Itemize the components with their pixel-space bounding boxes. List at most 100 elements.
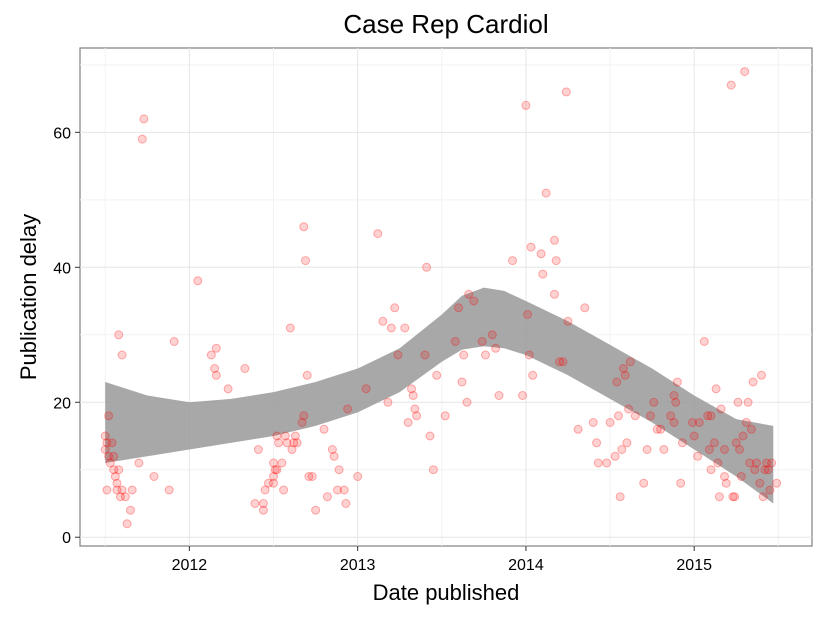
- data-point: [104, 451, 114, 461]
- data-point: [102, 485, 112, 495]
- data-point: [669, 418, 679, 427]
- data-point: [343, 404, 353, 414]
- data-point: [720, 445, 729, 454]
- data-point: [269, 472, 278, 481]
- data-point: [120, 492, 130, 502]
- data-point: [652, 424, 662, 434]
- data-point: [272, 431, 282, 441]
- data-point: [536, 249, 546, 259]
- data-point: [299, 411, 309, 421]
- data-point: [425, 431, 435, 441]
- data-point: [258, 499, 268, 508]
- data-point: [630, 411, 640, 421]
- data-point: [593, 458, 603, 468]
- data-point: [378, 316, 388, 326]
- data-point: [563, 316, 573, 326]
- plot-panel: [79, 47, 813, 547]
- data-point: [550, 235, 559, 245]
- data-point: [733, 397, 743, 407]
- data-point: [307, 472, 317, 481]
- data-point: [277, 458, 287, 468]
- data-point: [134, 458, 144, 468]
- data-point: [750, 465, 760, 475]
- data-point: [716, 404, 726, 414]
- data-point: [541, 188, 551, 198]
- data-point: [711, 384, 721, 394]
- data-point: [462, 397, 472, 407]
- data-point: [420, 350, 430, 360]
- data-point: [264, 478, 273, 488]
- data-point: [282, 438, 292, 448]
- data-point: [353, 472, 363, 481]
- data-point: [760, 465, 770, 475]
- data-point: [757, 370, 766, 380]
- data-point: [588, 418, 598, 427]
- data-point: [149, 472, 159, 481]
- data-point: [523, 310, 533, 319]
- data-point: [240, 364, 250, 373]
- data-point: [114, 330, 124, 340]
- data-point: [454, 303, 464, 313]
- data-point: [481, 350, 490, 360]
- data-point: [526, 242, 536, 252]
- data-point: [428, 465, 438, 475]
- data-point: [561, 87, 571, 97]
- data-point: [109, 465, 119, 475]
- data-point: [412, 411, 422, 421]
- data-point: [741, 418, 751, 427]
- data-point: [602, 458, 612, 468]
- data-point: [713, 458, 723, 468]
- data-point: [115, 492, 125, 502]
- data-point: [211, 343, 221, 353]
- data-point: [676, 478, 686, 488]
- data-point: [422, 262, 432, 272]
- data-point: [110, 472, 120, 481]
- data-point: [642, 445, 652, 454]
- data-point: [743, 397, 753, 407]
- data-point: [672, 377, 682, 387]
- data-point: [538, 269, 548, 279]
- data-point: [605, 418, 615, 427]
- data-point: [528, 370, 538, 380]
- data-point: [193, 276, 203, 286]
- data-points: [100, 67, 782, 529]
- y-tick-label: 60: [53, 125, 71, 142]
- data-point: [322, 492, 332, 502]
- data-point: [334, 465, 344, 475]
- y-axis-title: Publication delay: [16, 214, 41, 380]
- data-point: [292, 438, 302, 448]
- data-point: [107, 438, 117, 448]
- data-point: [287, 445, 297, 454]
- data-point: [666, 411, 676, 421]
- data-point: [762, 458, 772, 468]
- data-point: [491, 343, 501, 353]
- data-point: [709, 438, 719, 448]
- y-tick-label: 0: [62, 530, 71, 547]
- chart-title: Case Rep Cardiol: [343, 9, 548, 39]
- data-point: [329, 451, 339, 461]
- data-point: [745, 458, 755, 468]
- axis-ticks: 2012 2013 2014 2015 0 20 40 60: [53, 125, 712, 574]
- data-point: [656, 424, 666, 434]
- data-point: [304, 472, 314, 481]
- data-point: [669, 391, 679, 400]
- data-point: [736, 472, 746, 481]
- y-tick-label: 20: [53, 395, 71, 412]
- data-point: [694, 418, 704, 427]
- data-point: [223, 384, 233, 394]
- data-point: [614, 411, 623, 421]
- data-point: [720, 472, 729, 481]
- data-point: [518, 391, 528, 400]
- data-point: [341, 499, 351, 508]
- data-point: [765, 485, 775, 495]
- x-axis-title: Date published: [373, 580, 520, 605]
- data-point: [612, 377, 622, 387]
- data-point: [469, 296, 479, 306]
- data-point: [386, 323, 396, 333]
- data-point: [100, 445, 110, 454]
- data-point: [704, 445, 714, 454]
- data-point: [361, 384, 371, 394]
- data-point: [206, 350, 216, 360]
- data-point: [659, 445, 669, 454]
- data-point: [127, 485, 137, 495]
